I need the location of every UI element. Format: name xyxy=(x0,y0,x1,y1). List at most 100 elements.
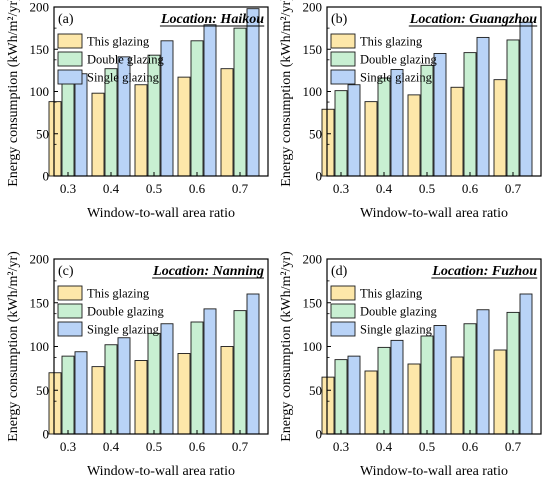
x-tick-label: 0.5 xyxy=(146,181,162,196)
location-label: Location: Nanning xyxy=(152,264,264,279)
bar-double-glazing-0.3 xyxy=(334,359,348,435)
x-tick-label: 0.7 xyxy=(232,181,249,196)
panel-tag: (a) xyxy=(58,12,74,27)
legend-swatch-double-glazing xyxy=(57,51,83,67)
legend-swatch-this-glazing xyxy=(57,285,83,301)
x-tick-label: 0.6 xyxy=(462,439,479,454)
y-tick-label: 50 xyxy=(309,126,322,141)
y-tick-label: 200 xyxy=(30,0,50,15)
bar-single-glazing-0.5 xyxy=(160,323,174,435)
y-tick-label: 150 xyxy=(30,295,50,310)
x-tick-label: 0.6 xyxy=(189,181,206,196)
legend-label: Single glazing xyxy=(360,323,433,337)
panel-tag: (d) xyxy=(331,264,348,279)
x-tick-label: 0.3 xyxy=(333,439,349,454)
bar-single-glazing-0.7 xyxy=(519,293,533,435)
bar-double-glazing-0.5 xyxy=(147,332,161,435)
legend-label: Double glazing xyxy=(360,53,437,67)
bar-single-glazing-0.4 xyxy=(390,339,404,435)
bar-double-glazing-0.3 xyxy=(334,90,348,177)
legend-swatch-double-glazing xyxy=(330,303,356,319)
bar-this-glazing-0.3 xyxy=(48,101,62,177)
bar-this-glazing-0.7 xyxy=(220,346,234,435)
bar-this-glazing-0.6 xyxy=(450,86,464,177)
legend-swatch-double-glazing xyxy=(57,303,83,319)
legend-swatch-single-glazing xyxy=(330,69,356,85)
legend-label: This glazing xyxy=(87,287,150,301)
y-tick-label: 100 xyxy=(30,84,50,99)
legend-label: Single glazing xyxy=(87,71,160,85)
bar-single-glazing-0.4 xyxy=(117,337,131,435)
y-axis-label: Energy consumption (kWh/m²/yr) xyxy=(6,0,21,187)
y-tick-label: 50 xyxy=(36,126,49,141)
bar-this-glazing-0.3 xyxy=(321,108,335,177)
bar-this-glazing-0.4 xyxy=(364,101,378,177)
legend-swatch-this-glazing xyxy=(330,285,356,301)
chart-panel-3: 0 50 100 150 200 0.3 0.4 0.5 0.6 0.7 Window-to-wal… xyxy=(6,251,269,479)
x-tick-label: 0.4 xyxy=(103,439,120,454)
bar-this-glazing-0.3 xyxy=(48,372,62,435)
location-label: Location: Fuzhou xyxy=(431,264,537,279)
y-tick-label: 0 xyxy=(43,427,50,442)
legend-swatch-single-glazing xyxy=(57,69,83,85)
y-tick-label: 150 xyxy=(30,42,50,57)
x-tick-label: 0.4 xyxy=(103,181,120,196)
x-tick-label: 0.6 xyxy=(189,439,206,454)
x-axis-label: Window-to-wall area ratio xyxy=(360,206,508,221)
bar-single-glazing-0.5 xyxy=(433,53,447,177)
bar-double-glazing-0.7 xyxy=(506,39,520,177)
panel-tag: (b) xyxy=(331,12,348,27)
bar-this-glazing-0.4 xyxy=(91,92,105,177)
bar-double-glazing-0.4 xyxy=(104,68,118,177)
bar-single-glazing-0.3 xyxy=(74,351,88,435)
y-tick-label: 100 xyxy=(303,84,323,99)
y-tick-label: 0 xyxy=(43,169,50,184)
x-axis-label: Window-to-wall area ratio xyxy=(87,206,235,221)
chart-panel-1: 0 50 100 150 200 0.3 0.4 0.5 0.6 0.7 Window-to-wal… xyxy=(6,0,269,221)
x-tick-label: 0.7 xyxy=(505,181,522,196)
location-label: Location: Haikou xyxy=(160,12,264,27)
bar-single-glazing-0.5 xyxy=(433,325,447,435)
y-axis-label: Energy consumption (kWh/m²/yr) xyxy=(279,0,294,187)
legend-label: Single glazing xyxy=(87,323,160,337)
bar-double-glazing-0.7 xyxy=(506,311,520,435)
x-tick-label: 0.3 xyxy=(333,181,349,196)
legend-label: Single glazing xyxy=(360,71,433,85)
legend-label: Double glazing xyxy=(87,305,164,319)
bar-this-glazing-0.5 xyxy=(407,94,421,177)
x-tick-label: 0.5 xyxy=(146,439,162,454)
x-tick-label: 0.3 xyxy=(60,181,76,196)
legend-swatch-double-glazing xyxy=(330,51,356,67)
bar-this-glazing-0.3 xyxy=(321,376,335,435)
x-axis-label: Window-to-wall area ratio xyxy=(360,464,508,479)
x-axis-label: Window-to-wall area ratio xyxy=(87,464,235,479)
x-tick-label: 0.7 xyxy=(232,439,249,454)
bar-this-glazing-0.7 xyxy=(220,68,234,177)
bar-double-glazing-0.4 xyxy=(377,346,391,435)
legend-swatch-single-glazing xyxy=(57,321,83,337)
bar-single-glazing-0.3 xyxy=(347,355,361,435)
bar-double-glazing-0.5 xyxy=(420,335,434,435)
bar-single-glazing-0.6 xyxy=(476,36,490,177)
y-tick-label: 50 xyxy=(36,383,49,398)
legend-label: This glazing xyxy=(87,35,150,49)
bar-single-glazing-0.4 xyxy=(390,69,404,177)
y-tick-label: 200 xyxy=(303,0,323,15)
bar-this-glazing-0.6 xyxy=(177,353,191,435)
x-tick-label: 0.5 xyxy=(419,439,435,454)
bar-single-glazing-0.3 xyxy=(74,73,88,177)
y-tick-label: 150 xyxy=(303,295,323,310)
y-tick-label: 200 xyxy=(303,252,323,267)
location-label: Location: Guangzhou xyxy=(409,12,537,27)
legend-label: This glazing xyxy=(360,287,423,301)
x-tick-label: 0.4 xyxy=(376,439,393,454)
bar-single-glazing-0.6 xyxy=(476,309,490,435)
legend-swatch-single-glazing xyxy=(330,321,356,337)
x-tick-label: 0.5 xyxy=(419,181,435,196)
legend-swatch-this-glazing xyxy=(57,33,83,49)
bar-single-glazing-0.7 xyxy=(519,21,533,177)
y-tick-label: 200 xyxy=(30,252,50,267)
bar-single-glazing-0.7 xyxy=(246,293,260,435)
bar-single-glazing-0.6 xyxy=(203,24,217,177)
chart-panel-4: 0 50 100 150 200 0.3 0.4 0.5 0.6 0.7 Window-to-wal… xyxy=(279,251,542,479)
